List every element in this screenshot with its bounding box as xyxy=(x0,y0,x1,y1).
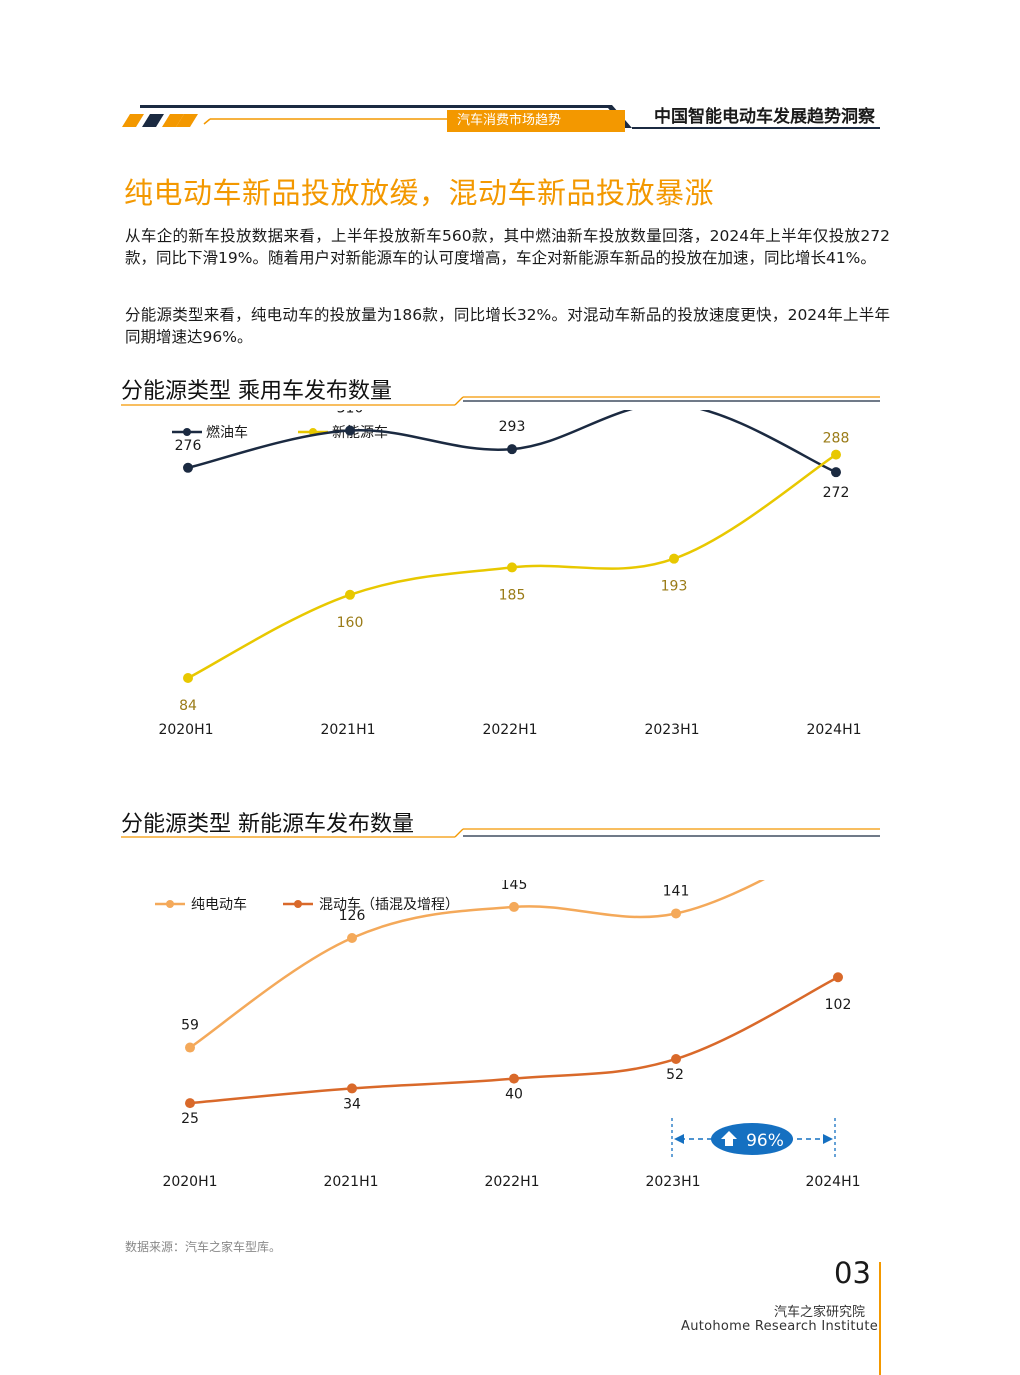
data2-point-0-1 xyxy=(347,932,357,943)
data2-point-1-3 xyxy=(671,1053,681,1064)
paragraph-1: 从车企的新车投放数据来看，上半年投放新车560款，其中燃油新车投放数量回落，20… xyxy=(125,227,890,267)
data-point-0-1 xyxy=(345,425,355,436)
data2-point-0-0 xyxy=(185,1042,195,1053)
data-point-0-4 xyxy=(831,467,841,478)
data2-point-1-2 xyxy=(509,1073,519,1084)
data-point-1-0 xyxy=(183,673,193,684)
data-label-1-2: 185 xyxy=(499,587,526,603)
page-rule xyxy=(879,1262,881,1375)
data-point-1-4 xyxy=(831,449,841,460)
x2-tick-0: 2020H1 xyxy=(162,1174,217,1190)
data-label-0-4: 272 xyxy=(823,485,850,501)
data-label-0-2: 293 xyxy=(499,419,526,435)
growth-badge xyxy=(711,1123,793,1155)
chart2-title-rule xyxy=(121,828,880,838)
chart2: 纯电动车混动车（插混及增程）59126145141186253440521029… xyxy=(155,880,861,1190)
x-tick-3: 2023H1 xyxy=(644,722,699,738)
data-point-1-1 xyxy=(345,589,355,600)
paragraph-2: 分能源类型来看，纯电动车的投放量为186款，同比增长32%。对混动车新品的投放速… xyxy=(125,306,890,346)
chart1-title-rule xyxy=(121,396,880,406)
data2-point-1-1 xyxy=(347,1083,357,1094)
data-label-0-1: 310 xyxy=(337,410,364,417)
chart2-title: 分能源类型 新能源车发布数量 xyxy=(121,812,414,837)
data2-label-1-1: 34 xyxy=(343,1096,361,1112)
legend2-label-0: 纯电动车 xyxy=(191,896,247,913)
data-source: 数据来源：汽车之家车型库。 xyxy=(125,1240,282,1254)
legend2-dot-1 xyxy=(294,900,302,908)
chart1-title: 分能源类型 乘用车发布数量 xyxy=(121,379,392,404)
data2-label-1-4: 102 xyxy=(825,997,852,1013)
data-label-0-0: 276 xyxy=(175,438,202,454)
data-label-1-3: 193 xyxy=(661,579,688,595)
series2-line-1 xyxy=(189,976,839,1105)
data2-label-0-2: 145 xyxy=(501,880,528,893)
data-point-0-2 xyxy=(507,444,517,455)
legend2-dot-0 xyxy=(166,900,174,908)
page-title: 纯电动车新品投放放缓，混动车新品投放暴涨 xyxy=(124,176,715,210)
page-number: 03 xyxy=(834,1256,871,1290)
data-label-1-4: 288 xyxy=(823,431,850,447)
chart1: 燃油车新能源车276310293334272841601851932882020… xyxy=(158,410,862,738)
data2-label-1-3: 52 xyxy=(666,1067,684,1083)
data2-point-0-2 xyxy=(509,901,519,912)
x-tick-1: 2021H1 xyxy=(320,722,375,738)
up-arrow-icon xyxy=(721,1131,737,1146)
legend-dot-0 xyxy=(183,428,191,436)
x-tick-2: 2022H1 xyxy=(482,722,537,738)
data2-point-1-4 xyxy=(833,972,843,983)
x2-tick-3: 2023H1 xyxy=(645,1174,700,1190)
data2-label-0-3: 141 xyxy=(663,883,690,899)
data2-label-1-2: 40 xyxy=(505,1087,523,1103)
org-name-cn: 汽车之家研究院 xyxy=(774,1305,866,1320)
data2-label-0-0: 59 xyxy=(181,1018,199,1034)
growth-badge-text: 96% xyxy=(746,1131,784,1151)
data-label-1-0: 84 xyxy=(179,698,197,714)
header-tag: 汽车消费市场趋势 xyxy=(447,110,625,132)
legend-label-0: 燃油车 xyxy=(206,424,248,441)
data-point-1-2 xyxy=(507,562,517,573)
data2-label-0-1: 126 xyxy=(339,908,366,924)
data2-point-0-3 xyxy=(671,908,681,919)
x-tick-4: 2024H1 xyxy=(806,722,861,738)
x2-tick-2: 2022H1 xyxy=(484,1174,539,1190)
data2-label-1-0: 25 xyxy=(181,1111,199,1127)
annotation-arrow-right-head xyxy=(823,1134,833,1144)
data-point-1-3 xyxy=(669,553,679,564)
annotation-arrow-left-head xyxy=(674,1134,684,1144)
x2-tick-4: 2024H1 xyxy=(805,1174,860,1190)
legend2-label-1: 混动车（插混及增程） xyxy=(319,896,459,913)
x2-tick-1: 2021H1 xyxy=(323,1174,378,1190)
data-label-1-1: 160 xyxy=(337,615,364,631)
data-point-0-0 xyxy=(183,462,193,473)
header-title: 中国智能电动车发展趋势洞察 xyxy=(654,107,875,127)
x-tick-0: 2020H1 xyxy=(158,722,213,738)
data2-point-1-0 xyxy=(185,1098,195,1109)
header-decoration xyxy=(122,105,880,129)
org-name-en: Autohome Research Institute xyxy=(681,1319,879,1334)
